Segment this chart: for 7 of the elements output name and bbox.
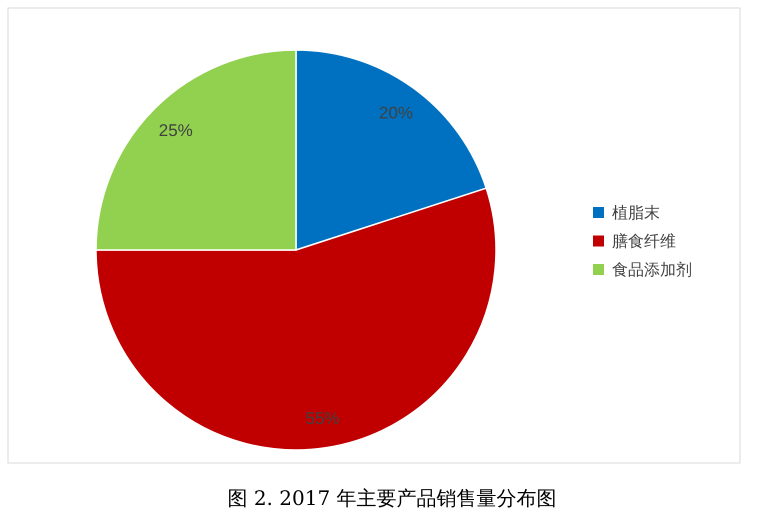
data-label: 20% bbox=[378, 103, 413, 122]
data-label: 55% bbox=[306, 408, 340, 428]
legend-label: 食品添加剂 bbox=[612, 260, 692, 279]
text: 图 2. 2017 年主要产品销售量分布图 bbox=[227, 486, 557, 510]
legend-label: 植脂末 bbox=[612, 203, 660, 222]
data-label: 25% bbox=[158, 120, 193, 140]
legend-label: 膳食纤维 bbox=[612, 232, 676, 250]
